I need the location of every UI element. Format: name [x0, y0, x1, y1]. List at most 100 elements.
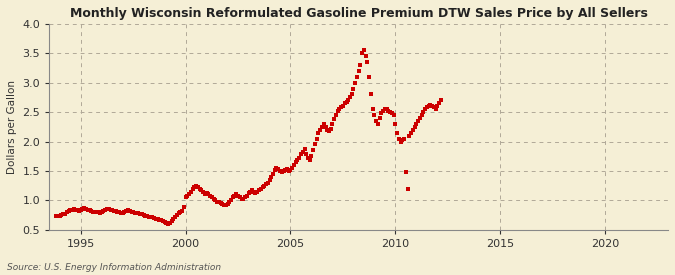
Point — [147, 215, 158, 220]
Point — [297, 150, 308, 154]
Point — [67, 208, 78, 212]
Point — [55, 213, 65, 218]
Point — [242, 193, 252, 198]
Point — [276, 170, 287, 174]
Point — [304, 158, 315, 163]
Point — [76, 208, 86, 213]
Point — [135, 212, 146, 216]
Point — [281, 167, 292, 171]
Point — [210, 198, 221, 203]
Point — [72, 208, 82, 213]
Point — [435, 98, 446, 103]
Point — [59, 212, 70, 216]
Point — [360, 54, 371, 59]
Text: Source: U.S. Energy Information Administration: Source: U.S. Energy Information Administ… — [7, 263, 221, 272]
Point — [227, 195, 238, 200]
Point — [200, 192, 211, 197]
Point — [219, 203, 230, 207]
Point — [205, 193, 215, 198]
Point — [378, 109, 389, 113]
Point — [364, 75, 375, 79]
Point — [271, 166, 282, 170]
Point — [394, 136, 404, 141]
Point — [252, 189, 263, 194]
Point — [392, 131, 402, 135]
Point — [154, 218, 165, 222]
Point — [105, 208, 116, 212]
Point — [79, 206, 90, 210]
Point — [165, 221, 176, 225]
Point — [231, 192, 242, 197]
Point — [187, 186, 198, 191]
Point — [294, 156, 304, 160]
Point — [171, 213, 182, 217]
Point — [399, 136, 410, 141]
Point — [191, 183, 202, 188]
Point — [383, 109, 394, 113]
Point — [299, 146, 310, 151]
Point — [159, 220, 170, 224]
Point — [126, 209, 137, 214]
Point — [269, 167, 280, 172]
Point — [386, 111, 397, 116]
Point — [385, 110, 396, 114]
Point — [406, 131, 416, 135]
Point — [186, 189, 196, 194]
Point — [396, 139, 406, 144]
Point — [215, 201, 226, 205]
Point — [278, 169, 289, 173]
Point — [353, 69, 364, 73]
Point — [348, 86, 359, 91]
Point — [430, 107, 441, 111]
Point — [334, 107, 345, 111]
Point — [362, 60, 373, 64]
Point — [376, 111, 387, 116]
Point — [264, 178, 275, 182]
Point — [261, 182, 271, 186]
Point — [275, 169, 286, 173]
Point — [82, 208, 93, 212]
Point — [369, 113, 380, 117]
Point — [109, 209, 119, 213]
Point — [113, 210, 124, 214]
Point — [133, 211, 144, 216]
Point — [89, 209, 100, 214]
Point — [332, 109, 343, 113]
Point — [409, 125, 420, 129]
Point — [184, 192, 194, 197]
Point — [350, 81, 360, 85]
Point — [325, 126, 336, 131]
Point — [402, 186, 413, 191]
Point — [340, 101, 350, 106]
Point — [390, 122, 401, 126]
Point — [224, 200, 235, 204]
Point — [221, 203, 232, 207]
Point — [212, 199, 223, 204]
Point — [98, 209, 109, 213]
Point — [306, 154, 317, 158]
Point — [290, 160, 301, 164]
Point — [140, 213, 151, 218]
Point — [315, 128, 325, 132]
Point — [317, 125, 327, 129]
Point — [284, 169, 294, 173]
Point — [287, 166, 298, 170]
Point — [400, 170, 411, 174]
Point — [371, 119, 381, 123]
Point — [107, 208, 117, 213]
Point — [341, 99, 352, 104]
Point — [222, 202, 233, 206]
Point — [153, 217, 163, 221]
Point — [266, 175, 277, 179]
Point — [111, 209, 122, 213]
Point — [408, 128, 418, 132]
Point — [427, 104, 437, 108]
Point — [77, 207, 88, 211]
Point — [103, 207, 114, 211]
Point — [179, 205, 190, 210]
Point — [416, 113, 427, 117]
Title: Monthly Wisconsin Reformulated Gasoline Premium DTW Sales Price by All Sellers: Monthly Wisconsin Reformulated Gasoline … — [70, 7, 647, 20]
Point — [329, 117, 340, 121]
Point — [201, 191, 212, 196]
Point — [285, 167, 296, 172]
